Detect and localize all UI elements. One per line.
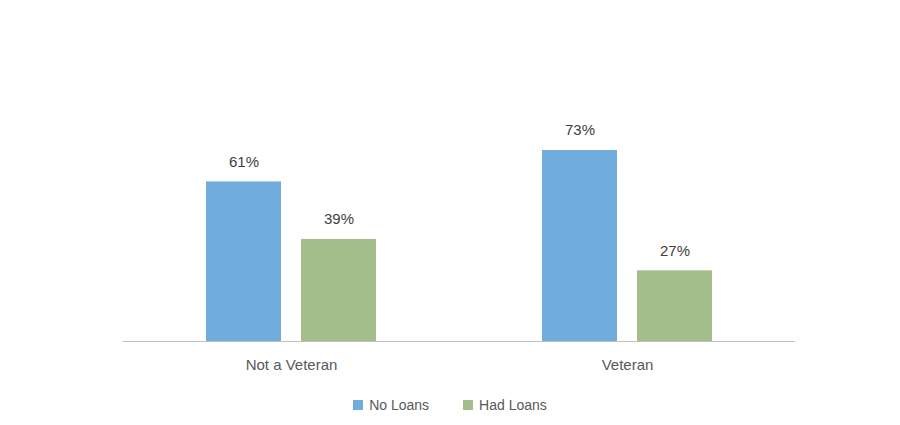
- svg-text:27%: 27%: [660, 242, 690, 259]
- svg-text:61%: 61%: [229, 153, 259, 170]
- svg-text:Not a Veteran: Not a Veteran: [246, 356, 338, 373]
- html-text:Had Loans: Had Loans: [479, 397, 547, 413]
- svg-text:39%: 39%: [324, 210, 354, 227]
- svg-text:Veteran: Veteran: [602, 356, 654, 373]
- svg-text:73%: 73%: [565, 121, 595, 138]
- html-text:No Loans: No Loans: [369, 397, 430, 413]
